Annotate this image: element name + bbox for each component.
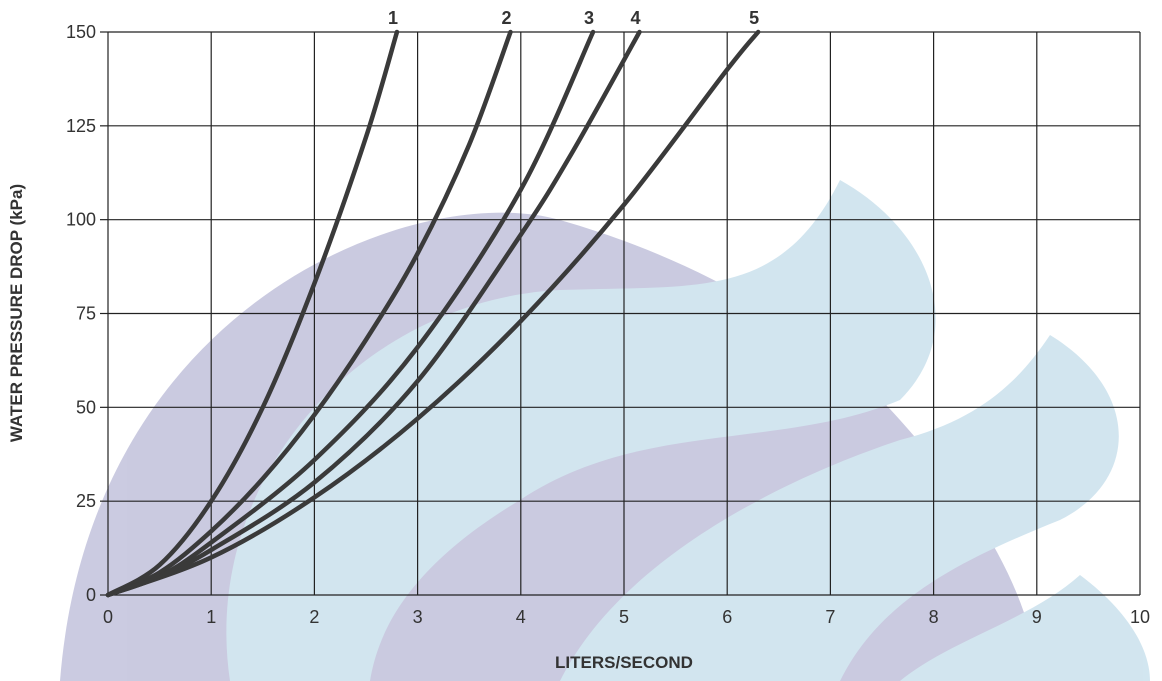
y-axis-title: WATER PRESSURE DROP (kPa) [7,184,26,442]
y-tick-label: 0 [86,585,96,605]
y-tick-label: 25 [76,491,96,511]
x-tick-label: 9 [1032,607,1042,627]
series-label: 4 [630,8,640,28]
grid [100,31,1141,596]
x-axis-title: LITERS/SECOND [555,653,693,672]
series-line [105,29,642,598]
watermark-shape [900,575,1150,681]
series-label: 1 [388,8,398,28]
y-tick-label: 150 [66,22,96,42]
x-tick-label: 3 [413,607,423,627]
y-tick-label: 50 [76,397,96,417]
series-line [105,29,400,598]
watermark-shape [226,180,936,681]
y-tick-label: 75 [76,304,96,324]
x-tick-label: 2 [309,607,319,627]
x-tick-label: 5 [619,607,629,627]
y-tick-label: 125 [66,116,96,136]
x-tick-label: 8 [929,607,939,627]
series-line [105,29,761,598]
x-tick-label: 10 [1130,607,1150,627]
y-tick-label: 100 [66,210,96,230]
x-tick-label: 6 [722,607,732,627]
x-tick-label: 7 [825,607,835,627]
x-tick-label: 4 [516,607,526,627]
x-tick-label: 1 [206,607,216,627]
series-line [105,29,513,598]
watermark [60,180,1150,681]
series-label: 3 [584,8,594,28]
x-tick-label: 0 [103,607,113,627]
series-label: 5 [749,8,759,28]
watermark-shape [60,212,1040,681]
series-label: 2 [501,8,511,28]
